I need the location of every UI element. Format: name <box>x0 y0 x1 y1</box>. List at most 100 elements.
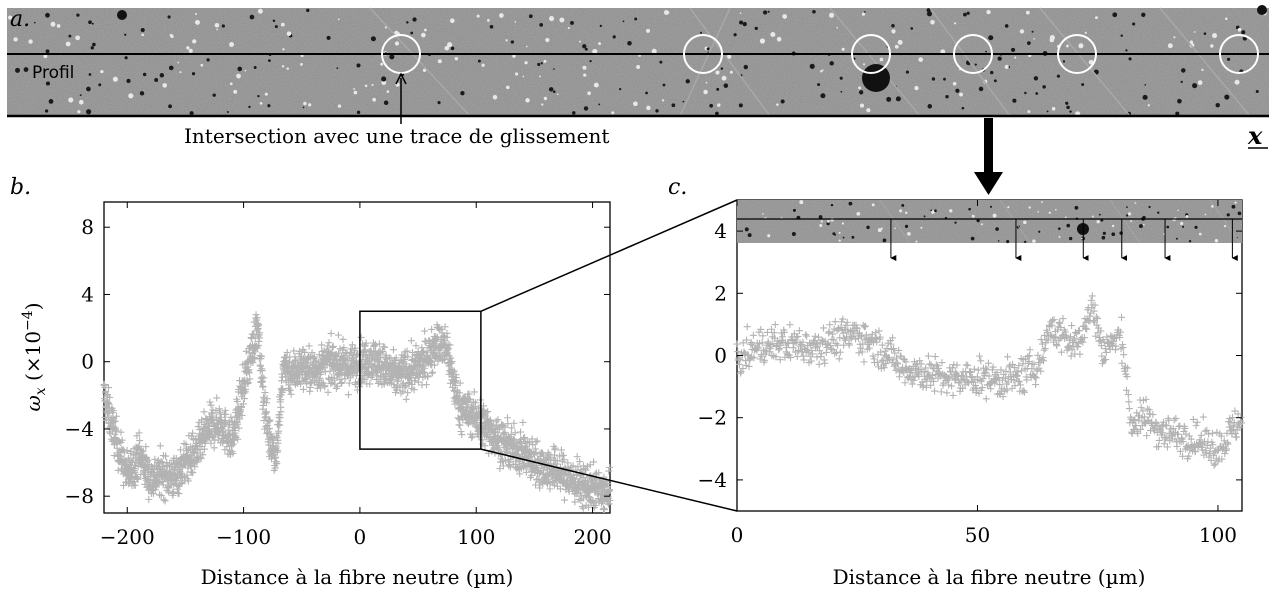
data-point <box>249 359 257 367</box>
data-point <box>560 456 568 464</box>
data-point <box>468 432 476 440</box>
data-point <box>733 340 741 348</box>
data-point <box>882 360 890 368</box>
data-point <box>1066 333 1074 341</box>
data-point <box>908 366 916 374</box>
data-point <box>260 374 268 382</box>
data-point <box>758 339 766 347</box>
data-point <box>795 346 803 354</box>
data-point <box>1170 416 1178 424</box>
data-point <box>1031 373 1039 381</box>
data-point <box>159 481 167 489</box>
data-point <box>799 338 807 346</box>
data-point <box>106 429 114 437</box>
data-point <box>1083 325 1091 333</box>
data-point <box>982 395 990 403</box>
data-point <box>321 368 329 376</box>
data-point <box>1004 353 1012 361</box>
data-point <box>763 328 771 336</box>
data-point <box>574 463 582 471</box>
data-point <box>1218 455 1226 463</box>
data-point <box>1112 342 1120 350</box>
corner-defect <box>1257 5 1267 15</box>
data-point <box>519 434 527 442</box>
data-point <box>1172 414 1180 422</box>
data-point <box>1010 364 1018 372</box>
data-point <box>823 344 831 352</box>
data-point <box>590 458 598 466</box>
data-point <box>1173 442 1181 450</box>
plot-b-xlabel: Distance à la fibre neutre (µm) <box>201 565 514 589</box>
data-point <box>1139 407 1147 415</box>
data-point <box>1134 429 1142 437</box>
x-tick-label: 0 <box>731 523 744 547</box>
data-point <box>820 324 828 332</box>
data-point <box>1199 413 1207 421</box>
data-point <box>1068 322 1076 330</box>
data-point <box>1197 431 1205 439</box>
data-point <box>802 331 810 339</box>
data-point <box>419 368 427 376</box>
data-point <box>202 414 210 422</box>
data-point <box>143 453 151 461</box>
data-point <box>967 368 975 376</box>
data-point <box>234 420 242 428</box>
panel-a-letter: a. <box>10 7 30 32</box>
data-point <box>831 350 839 358</box>
data-point <box>423 381 431 389</box>
data-point <box>265 417 273 425</box>
data-point <box>464 403 472 411</box>
data-point <box>303 380 311 388</box>
data-point <box>985 372 993 380</box>
data-point <box>458 431 466 439</box>
data-point <box>831 318 839 326</box>
data-point <box>976 352 984 360</box>
data-point <box>1149 411 1157 419</box>
data-point <box>821 359 829 367</box>
data-point <box>201 445 209 453</box>
data-point <box>454 414 462 422</box>
data-point <box>964 361 972 369</box>
data-point <box>333 382 341 390</box>
data-point <box>329 342 337 350</box>
data-point <box>152 483 160 491</box>
data-point <box>432 334 440 342</box>
panel-b-letter: b. <box>10 175 31 200</box>
data-point <box>943 389 951 397</box>
data-point <box>560 496 568 504</box>
plot-c-points <box>733 292 1246 469</box>
data-point <box>757 325 765 333</box>
data-point <box>749 341 757 349</box>
data-point <box>327 380 335 388</box>
data-point <box>571 498 579 506</box>
data-point <box>926 360 934 368</box>
data-point <box>924 352 932 360</box>
data-point <box>1142 395 1150 403</box>
data-point <box>974 366 982 374</box>
data-point <box>1088 292 1096 300</box>
data-point <box>454 388 462 396</box>
data-point <box>123 446 131 454</box>
data-point <box>258 352 266 360</box>
data-point <box>604 480 612 488</box>
data-point <box>749 331 757 339</box>
data-point <box>519 418 527 426</box>
slip-traces <box>369 7 1251 117</box>
data-point <box>408 380 416 388</box>
data-point <box>521 434 529 442</box>
data-point <box>931 387 939 395</box>
data-point <box>407 337 415 345</box>
data-point <box>1040 346 1048 354</box>
data-point <box>1118 313 1126 321</box>
data-point <box>1191 448 1199 456</box>
data-point <box>989 363 997 371</box>
data-point <box>786 321 794 329</box>
data-point <box>949 364 957 372</box>
data-point <box>1155 443 1163 451</box>
data-point <box>873 358 881 366</box>
data-point <box>278 377 286 385</box>
data-point <box>268 433 276 441</box>
data-point <box>495 446 503 454</box>
data-point <box>456 379 464 387</box>
data-point <box>157 458 165 466</box>
